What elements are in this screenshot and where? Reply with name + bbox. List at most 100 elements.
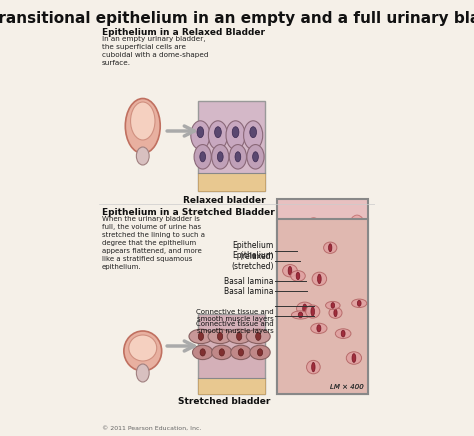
Ellipse shape [197,127,204,138]
Ellipse shape [293,323,299,332]
Ellipse shape [218,152,223,162]
Ellipse shape [328,344,333,351]
Ellipse shape [319,275,329,290]
Ellipse shape [219,349,224,356]
Ellipse shape [129,335,157,361]
Ellipse shape [357,300,361,306]
Ellipse shape [314,245,325,261]
Ellipse shape [296,320,302,330]
Ellipse shape [238,349,244,356]
Ellipse shape [329,342,334,349]
Ellipse shape [323,337,330,349]
Ellipse shape [124,331,162,371]
Ellipse shape [349,215,365,237]
Ellipse shape [283,231,297,251]
Text: Epithelium
(stretched): Epithelium (stretched) [231,251,273,271]
FancyBboxPatch shape [276,199,368,394]
Ellipse shape [312,343,325,362]
Ellipse shape [227,329,251,344]
Ellipse shape [316,348,321,358]
Text: The transitional epithelium in an empty and a full urinary bladder: The transitional epithelium in an empty … [0,11,474,26]
Ellipse shape [212,145,229,169]
Ellipse shape [215,127,221,138]
Ellipse shape [282,226,294,243]
Ellipse shape [332,320,338,329]
Ellipse shape [301,346,316,367]
Ellipse shape [354,221,361,232]
Ellipse shape [305,351,311,361]
Text: Basal lamina: Basal lamina [224,276,273,286]
Text: © 2011 Pearson Education, Inc.: © 2011 Pearson Education, Inc. [102,426,201,431]
FancyBboxPatch shape [198,101,265,191]
Ellipse shape [317,325,321,332]
Ellipse shape [194,145,211,169]
Ellipse shape [283,265,297,277]
Ellipse shape [137,364,149,382]
Text: Basal lamina: Basal lamina [224,286,273,296]
Ellipse shape [257,349,263,356]
Ellipse shape [237,332,242,341]
Ellipse shape [226,121,245,150]
Ellipse shape [329,307,342,318]
Ellipse shape [235,152,241,162]
Ellipse shape [334,309,337,317]
Ellipse shape [211,345,232,360]
Ellipse shape [346,352,362,364]
Ellipse shape [137,147,149,165]
Ellipse shape [231,345,251,360]
Ellipse shape [328,315,342,334]
Ellipse shape [285,231,291,239]
Ellipse shape [286,236,293,246]
Ellipse shape [218,332,223,341]
Text: LM × 400: LM × 400 [330,384,364,390]
Ellipse shape [250,127,256,138]
Ellipse shape [336,218,352,242]
Ellipse shape [297,302,313,315]
Ellipse shape [352,299,367,307]
Ellipse shape [255,332,261,341]
Text: Relaxed bladder: Relaxed bladder [183,196,265,205]
Ellipse shape [328,244,332,252]
Ellipse shape [200,349,205,356]
Ellipse shape [312,362,315,372]
Ellipse shape [318,274,321,283]
Ellipse shape [208,329,232,344]
Ellipse shape [311,323,327,334]
Ellipse shape [325,340,336,355]
FancyBboxPatch shape [276,219,368,394]
Ellipse shape [330,356,347,380]
Ellipse shape [306,305,320,318]
Text: Connective tissue and
smooth muscle layers: Connective tissue and smooth muscle laye… [196,321,273,334]
Ellipse shape [247,145,264,169]
Ellipse shape [232,127,239,138]
Ellipse shape [189,329,213,344]
Ellipse shape [335,329,351,338]
Ellipse shape [307,361,320,374]
Text: When the urinary bladder is
full, the volume of urine has
stretched the lining t: When the urinary bladder is full, the vo… [102,216,205,270]
Ellipse shape [343,331,354,347]
Ellipse shape [292,311,310,319]
Ellipse shape [317,249,322,257]
Ellipse shape [130,102,155,140]
Ellipse shape [292,316,306,335]
Ellipse shape [306,218,321,239]
Ellipse shape [326,338,337,353]
Ellipse shape [250,345,270,360]
Ellipse shape [319,331,335,355]
Ellipse shape [310,223,317,234]
Ellipse shape [253,152,258,162]
Ellipse shape [352,354,356,362]
Ellipse shape [311,317,325,337]
Ellipse shape [291,271,305,281]
FancyBboxPatch shape [198,314,265,394]
Ellipse shape [246,329,270,344]
Ellipse shape [191,121,210,150]
Ellipse shape [312,272,327,286]
Ellipse shape [311,307,314,316]
Ellipse shape [290,318,302,336]
Ellipse shape [198,332,203,341]
FancyBboxPatch shape [198,173,265,191]
Text: LM × 400: LM × 400 [330,384,364,390]
Text: Epithelium in a Relaxed Bladder: Epithelium in a Relaxed Bladder [102,28,265,37]
Ellipse shape [326,301,340,310]
